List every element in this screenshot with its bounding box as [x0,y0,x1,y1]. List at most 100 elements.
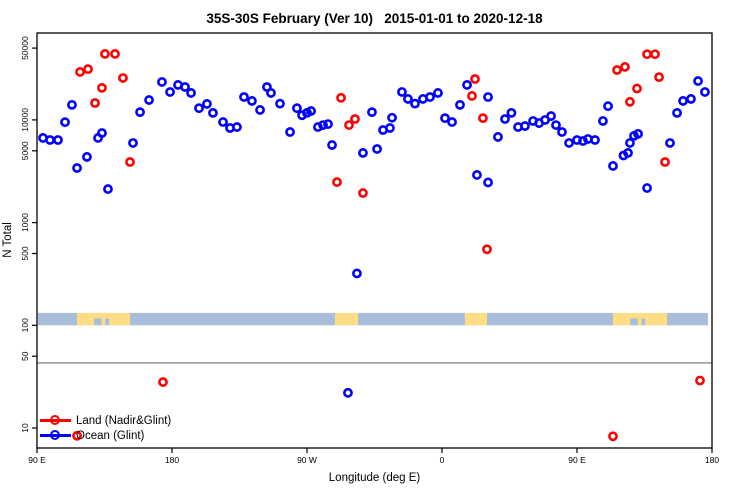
data-point-ocean [144,95,154,105]
data-point-ocean [603,101,613,112]
y-tick-label: 10000 [20,108,30,132]
data-point-ocean [218,117,228,127]
map-strip-ocean [38,312,78,326]
data-point-land [97,82,107,93]
map-strip-ocean [358,312,465,326]
y-tick-label: 1000 [20,213,30,232]
data-point-land [344,120,354,130]
data-point-ocean [255,105,265,115]
y-tick-label: 100 [20,318,30,332]
data-point-ocean [352,268,362,279]
data-point-ocean [506,107,517,118]
data-point-ocean [306,106,316,116]
data-point-ocean [493,132,503,142]
data-point-ocean [678,96,688,106]
data-point-ocean [447,117,457,127]
data-point-ocean [433,88,443,98]
data-point-ocean [546,111,556,121]
data-point-ocean [194,103,204,114]
chart-title: 35S-30S February (Ver 10) 2015-01-01 to … [206,11,543,26]
data-point-ocean [82,152,92,162]
data-point-ocean [208,107,218,118]
data-point-land [358,188,368,198]
legend-item-land: Land (Nadir&Glint) [40,413,171,428]
data-point-ocean [403,94,413,104]
legend: Land (Nadir&Glint) Ocean (Glint) [40,413,171,443]
data-point-land [482,244,492,255]
map-strip-ocean [667,312,708,326]
y-axis-title: N Total [2,222,14,258]
data-point-land [83,64,93,75]
data-point-ocean [135,107,145,118]
data-point-land [620,62,630,72]
data-point-land [632,83,642,94]
data-point-ocean [367,107,377,118]
data-point-ocean [520,121,530,131]
map-strip-land [335,312,358,326]
data-point-ocean [53,135,63,145]
x-tick-label: 0 [440,455,445,465]
data-point-ocean [557,127,567,137]
data-point-land [350,114,360,124]
y-tick-label: 50000 [20,36,30,60]
data-point-ocean [500,114,510,124]
data-point-ocean [462,80,472,90]
legend-symbol-ocean [40,430,71,441]
data-point-ocean [410,98,420,109]
data-point-ocean [239,92,249,102]
data-point-ocean [642,183,652,193]
open-circle-icon [50,430,60,441]
data-point-ocean [186,88,196,98]
data-point-ocean [275,98,285,109]
data-point-land [642,49,652,60]
data-point-land [625,96,635,107]
x-tick-label: 180 [165,455,179,465]
data-point-ocean [693,76,703,86]
data-point-ocean [327,140,337,150]
data-point-land [336,92,346,103]
data-point-land [478,113,488,124]
data-point-ocean [72,163,82,173]
data-point-ocean [60,117,70,128]
data-point-ocean [672,107,682,118]
data-point-ocean [608,161,618,171]
x-axis-title: Longitude (deg E) [328,472,421,484]
data-point-ocean [598,116,608,126]
data-point-land [650,49,660,60]
map-strip-notch [105,318,109,326]
map-strip-ocean [487,312,613,326]
data-point-land [100,49,110,59]
data-point-land [158,377,168,387]
data-point-ocean [247,96,257,106]
data-point-ocean [318,120,328,130]
data-point-ocean [343,387,353,398]
data-point-ocean [358,148,368,158]
data-point-ocean [180,82,190,92]
legend-symbol-land [40,415,71,426]
data-point-ocean [425,92,435,102]
data-point-ocean [67,99,77,110]
x-tick-label: 180 [705,455,719,465]
data-point-ocean [686,94,696,104]
y-tick-label: 5000 [20,141,30,160]
x-tick-label: 90 E [568,455,586,465]
data-point-ocean [103,184,113,194]
data-point-ocean [45,135,55,145]
data-point-ocean [266,88,276,98]
legend-label-ocean: Ocean (Glint) [76,429,145,442]
data-point-ocean [323,119,333,129]
plot-border [36,32,713,449]
data-point-ocean [472,170,482,180]
data-point-land [654,72,664,83]
data-point-land [660,157,670,167]
data-point-land [118,73,128,83]
data-point-ocean [625,138,635,148]
y-tick-label: 10 [20,423,30,433]
data-point-ocean [97,128,107,138]
data-point-ocean [385,123,395,133]
data-point-land [125,157,135,167]
data-point-land [470,74,480,84]
data-point-land [75,67,85,77]
data-point-land [612,65,622,75]
